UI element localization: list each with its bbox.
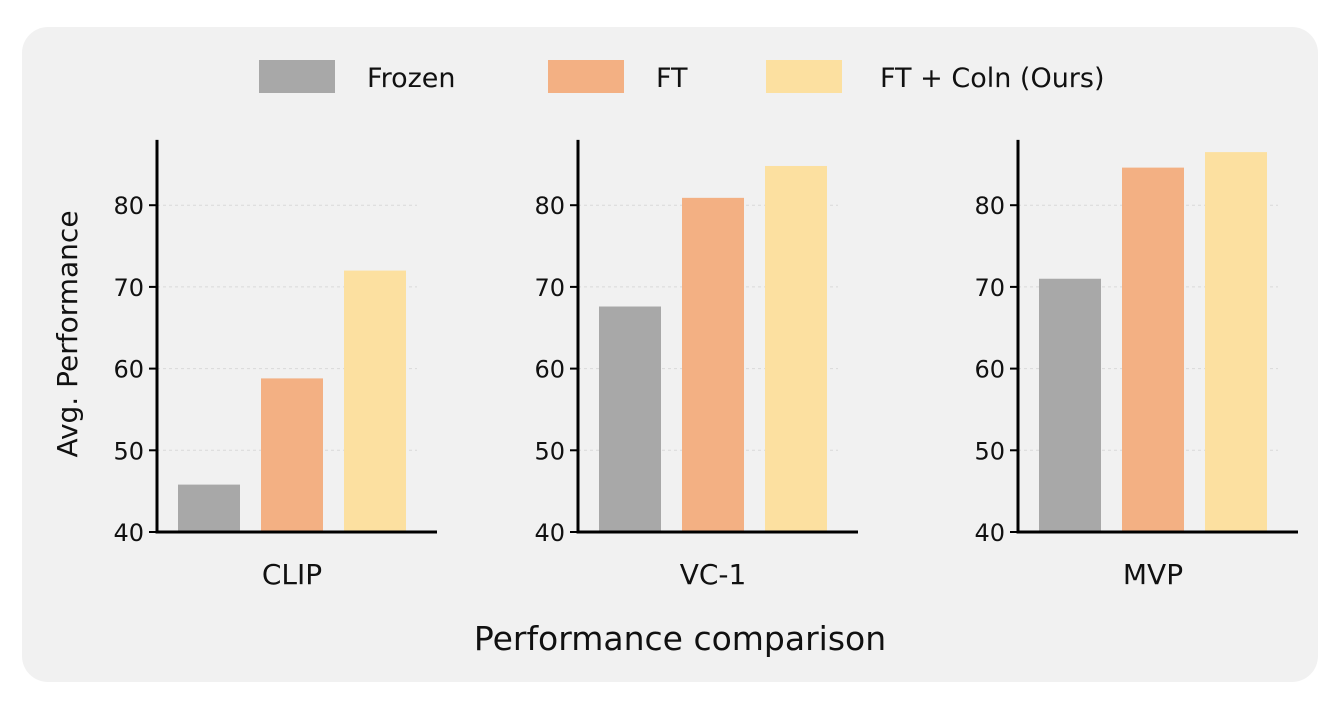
chart-background xyxy=(22,27,1318,682)
legend-label-0: Frozen xyxy=(367,63,456,94)
chart-panels: 40 50 60 70 80 CLIP 40 50 60 70 80 VC-1 40 50 60 70 80 MV… xyxy=(113,139,1298,591)
bar-mvp-2 xyxy=(1205,152,1267,532)
y-tick-label: 70 xyxy=(974,274,1005,302)
y-tick-label: 60 xyxy=(534,356,565,384)
category-label-2: MVP xyxy=(1123,558,1183,591)
bar-vc-1-0 xyxy=(599,306,661,532)
bar-mvp-1 xyxy=(1122,167,1184,533)
bar-clip-2 xyxy=(344,270,406,532)
category-label-1: VC-1 xyxy=(680,558,747,591)
legend-label-1: FT xyxy=(656,63,688,94)
panel-1: 40 50 60 70 80 VC-1 xyxy=(534,139,858,591)
legend-swatch-0 xyxy=(259,60,335,93)
legend-swatch-1 xyxy=(548,60,624,93)
bar-clip-0 xyxy=(178,484,240,532)
y-axis-title: Avg. Performance xyxy=(51,210,84,457)
y-tick-label: 50 xyxy=(113,437,144,465)
panel-0: 40 50 60 70 80 CLIP xyxy=(113,139,437,591)
category-label-0: CLIP xyxy=(262,558,322,591)
y-tick-label: 60 xyxy=(113,356,144,384)
y-tick-label: 70 xyxy=(113,274,144,302)
y-tick-label: 50 xyxy=(974,437,1005,465)
bar-vc-1-1 xyxy=(682,197,744,533)
y-tick-label: 40 xyxy=(534,519,565,547)
y-tick-label: 40 xyxy=(113,519,144,547)
y-tick-label: 40 xyxy=(974,519,1005,547)
y-tick-label: 60 xyxy=(974,356,1005,384)
legend: Frozen FT FT + Coln (Ours) xyxy=(259,60,1105,94)
x-axis-title: Performance comparison xyxy=(474,619,886,658)
legend-swatch-2 xyxy=(766,60,842,93)
bar-vc-1-2 xyxy=(765,165,827,532)
bar-mvp-0 xyxy=(1039,278,1101,532)
y-tick-label: 80 xyxy=(534,192,565,220)
bar-clip-1 xyxy=(261,378,323,532)
y-tick-label: 50 xyxy=(534,437,565,465)
legend-label-2: FT + Coln (Ours) xyxy=(880,63,1105,94)
y-tick-label: 80 xyxy=(974,192,1005,220)
y-tick-label: 80 xyxy=(113,192,144,220)
y-tick-label: 70 xyxy=(534,274,565,302)
panel-2: 40 50 60 70 80 MVP xyxy=(974,139,1298,591)
